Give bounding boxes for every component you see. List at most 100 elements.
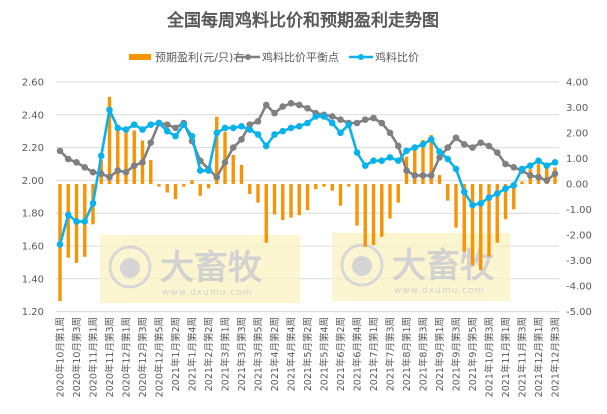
profit-bar — [124, 131, 128, 185]
profit-bar — [330, 184, 334, 191]
ratio-marker — [551, 159, 559, 166]
balance-point-marker — [394, 142, 402, 150]
left-axis-tick: 2.20 — [22, 143, 44, 154]
profit-bar — [355, 184, 359, 226]
ratio-marker — [287, 124, 295, 132]
ratio-marker — [97, 152, 105, 160]
profit-bar — [182, 184, 186, 187]
ratio-marker — [114, 124, 122, 132]
profit-bar — [520, 181, 524, 185]
ratio-marker — [271, 131, 278, 138]
watermark-logo-eye-icon — [352, 256, 372, 276]
x-axis-tick: 2021年1月第4周 — [187, 317, 199, 391]
profit-bar — [446, 184, 450, 201]
profit-bar — [429, 135, 433, 185]
x-axis-tick: 2020年12月第5周 — [154, 317, 166, 397]
balance-point-marker — [543, 177, 551, 184]
profit-bar — [388, 184, 392, 219]
profit-bar — [454, 184, 458, 228]
x-axis-tick: 2021年12月第1周 — [533, 317, 545, 397]
right-axis-tick: 2.00 — [566, 129, 588, 140]
ratio-marker — [427, 136, 435, 143]
balance-point-marker — [64, 155, 72, 163]
balance-point-marker — [73, 159, 80, 166]
profit-bar — [297, 184, 301, 216]
x-axis-tick: 2021年2月第2周 — [203, 317, 215, 391]
ratio-marker — [130, 121, 138, 128]
x-axis-tick: 2021年3月第5周 — [253, 317, 265, 391]
balance-point-marker — [510, 163, 518, 171]
ratio-marker — [81, 218, 89, 225]
ratio-marker — [221, 124, 229, 132]
balance-point-marker — [436, 154, 443, 161]
balance-point-marker — [460, 141, 468, 148]
balance-point-marker — [485, 142, 493, 150]
ratio-marker — [238, 122, 245, 130]
x-axis-tick: 2021年10月第3周 — [484, 317, 496, 397]
right-axis-tick: -4.00 — [566, 282, 592, 293]
balance-point-marker — [419, 172, 427, 179]
ratio-marker — [188, 132, 196, 140]
ratio-marker — [444, 155, 452, 163]
balance-point-marker — [246, 121, 254, 128]
balance-point-marker — [172, 124, 179, 132]
ratio-marker — [155, 119, 163, 127]
profit-bar — [347, 184, 351, 187]
balance-point-marker — [89, 168, 97, 176]
chart-title: 全国每周鸡料比价和预期盈利走势图 — [166, 10, 439, 31]
ratio-marker — [526, 162, 534, 169]
ratio-marker — [411, 144, 419, 151]
watermark-brand: 大畜牧 — [392, 246, 495, 286]
ratio-marker — [361, 162, 369, 169]
balance-point-marker — [213, 173, 221, 181]
x-axis-tick: 2021年1月第2周 — [170, 317, 182, 391]
profit-bar — [223, 131, 227, 185]
balance-point-marker — [526, 172, 534, 179]
x-axis-tick: 2021年6月第2周 — [335, 317, 347, 391]
ratio-marker — [378, 157, 386, 165]
balance-point-marker — [122, 168, 130, 176]
right-axis-tick: -1.00 — [566, 205, 592, 216]
profit-bar — [248, 184, 252, 194]
left-axis-tick: 1.60 — [22, 242, 44, 253]
balance-point-marker — [337, 116, 344, 124]
profit-bar — [462, 184, 466, 252]
x-axis-tick: 2021年11月第3周 — [517, 317, 529, 397]
balance-point-marker — [444, 144, 452, 151]
profit-bar — [289, 184, 293, 218]
ratio-marker — [469, 201, 476, 209]
ratio-marker — [312, 113, 320, 120]
x-axis-tick: 2020年12月第1周 — [121, 317, 133, 397]
ratio-marker — [73, 218, 80, 225]
balance-point-marker — [254, 118, 262, 125]
legend-ratio-marker — [358, 54, 364, 60]
ratio-marker — [328, 119, 336, 127]
profit-bar — [396, 184, 400, 203]
profit-bar — [173, 184, 178, 200]
ratio-marker — [502, 185, 509, 192]
right-axis-tick: -3.00 — [566, 256, 592, 267]
ratio-marker — [246, 126, 254, 133]
ratio-marker — [295, 122, 303, 130]
left-axis-tick: 1.80 — [22, 209, 44, 220]
x-axis-tick: 2021年4月第2周 — [269, 317, 281, 391]
balance-point-marker — [427, 172, 435, 179]
ratio-marker — [89, 200, 97, 207]
profit-bar — [437, 175, 442, 185]
profit-bar — [165, 184, 169, 193]
ratio-marker — [510, 182, 518, 189]
x-axis-tick: 2021年12月第3周 — [550, 317, 562, 397]
balance-point-marker — [287, 100, 295, 107]
right-axis-tick: 0.00 — [566, 180, 588, 191]
left-axis-tick: 2.60 — [22, 78, 44, 89]
balance-point-marker — [271, 109, 278, 117]
profit-bar — [338, 184, 343, 206]
profit-bar — [116, 127, 120, 185]
x-axis-tick: 2021年11月第1周 — [500, 317, 512, 397]
x-axis-tick: 2021年5月第4周 — [319, 317, 331, 391]
ratio-marker — [477, 200, 485, 207]
profit-bar — [206, 184, 211, 189]
